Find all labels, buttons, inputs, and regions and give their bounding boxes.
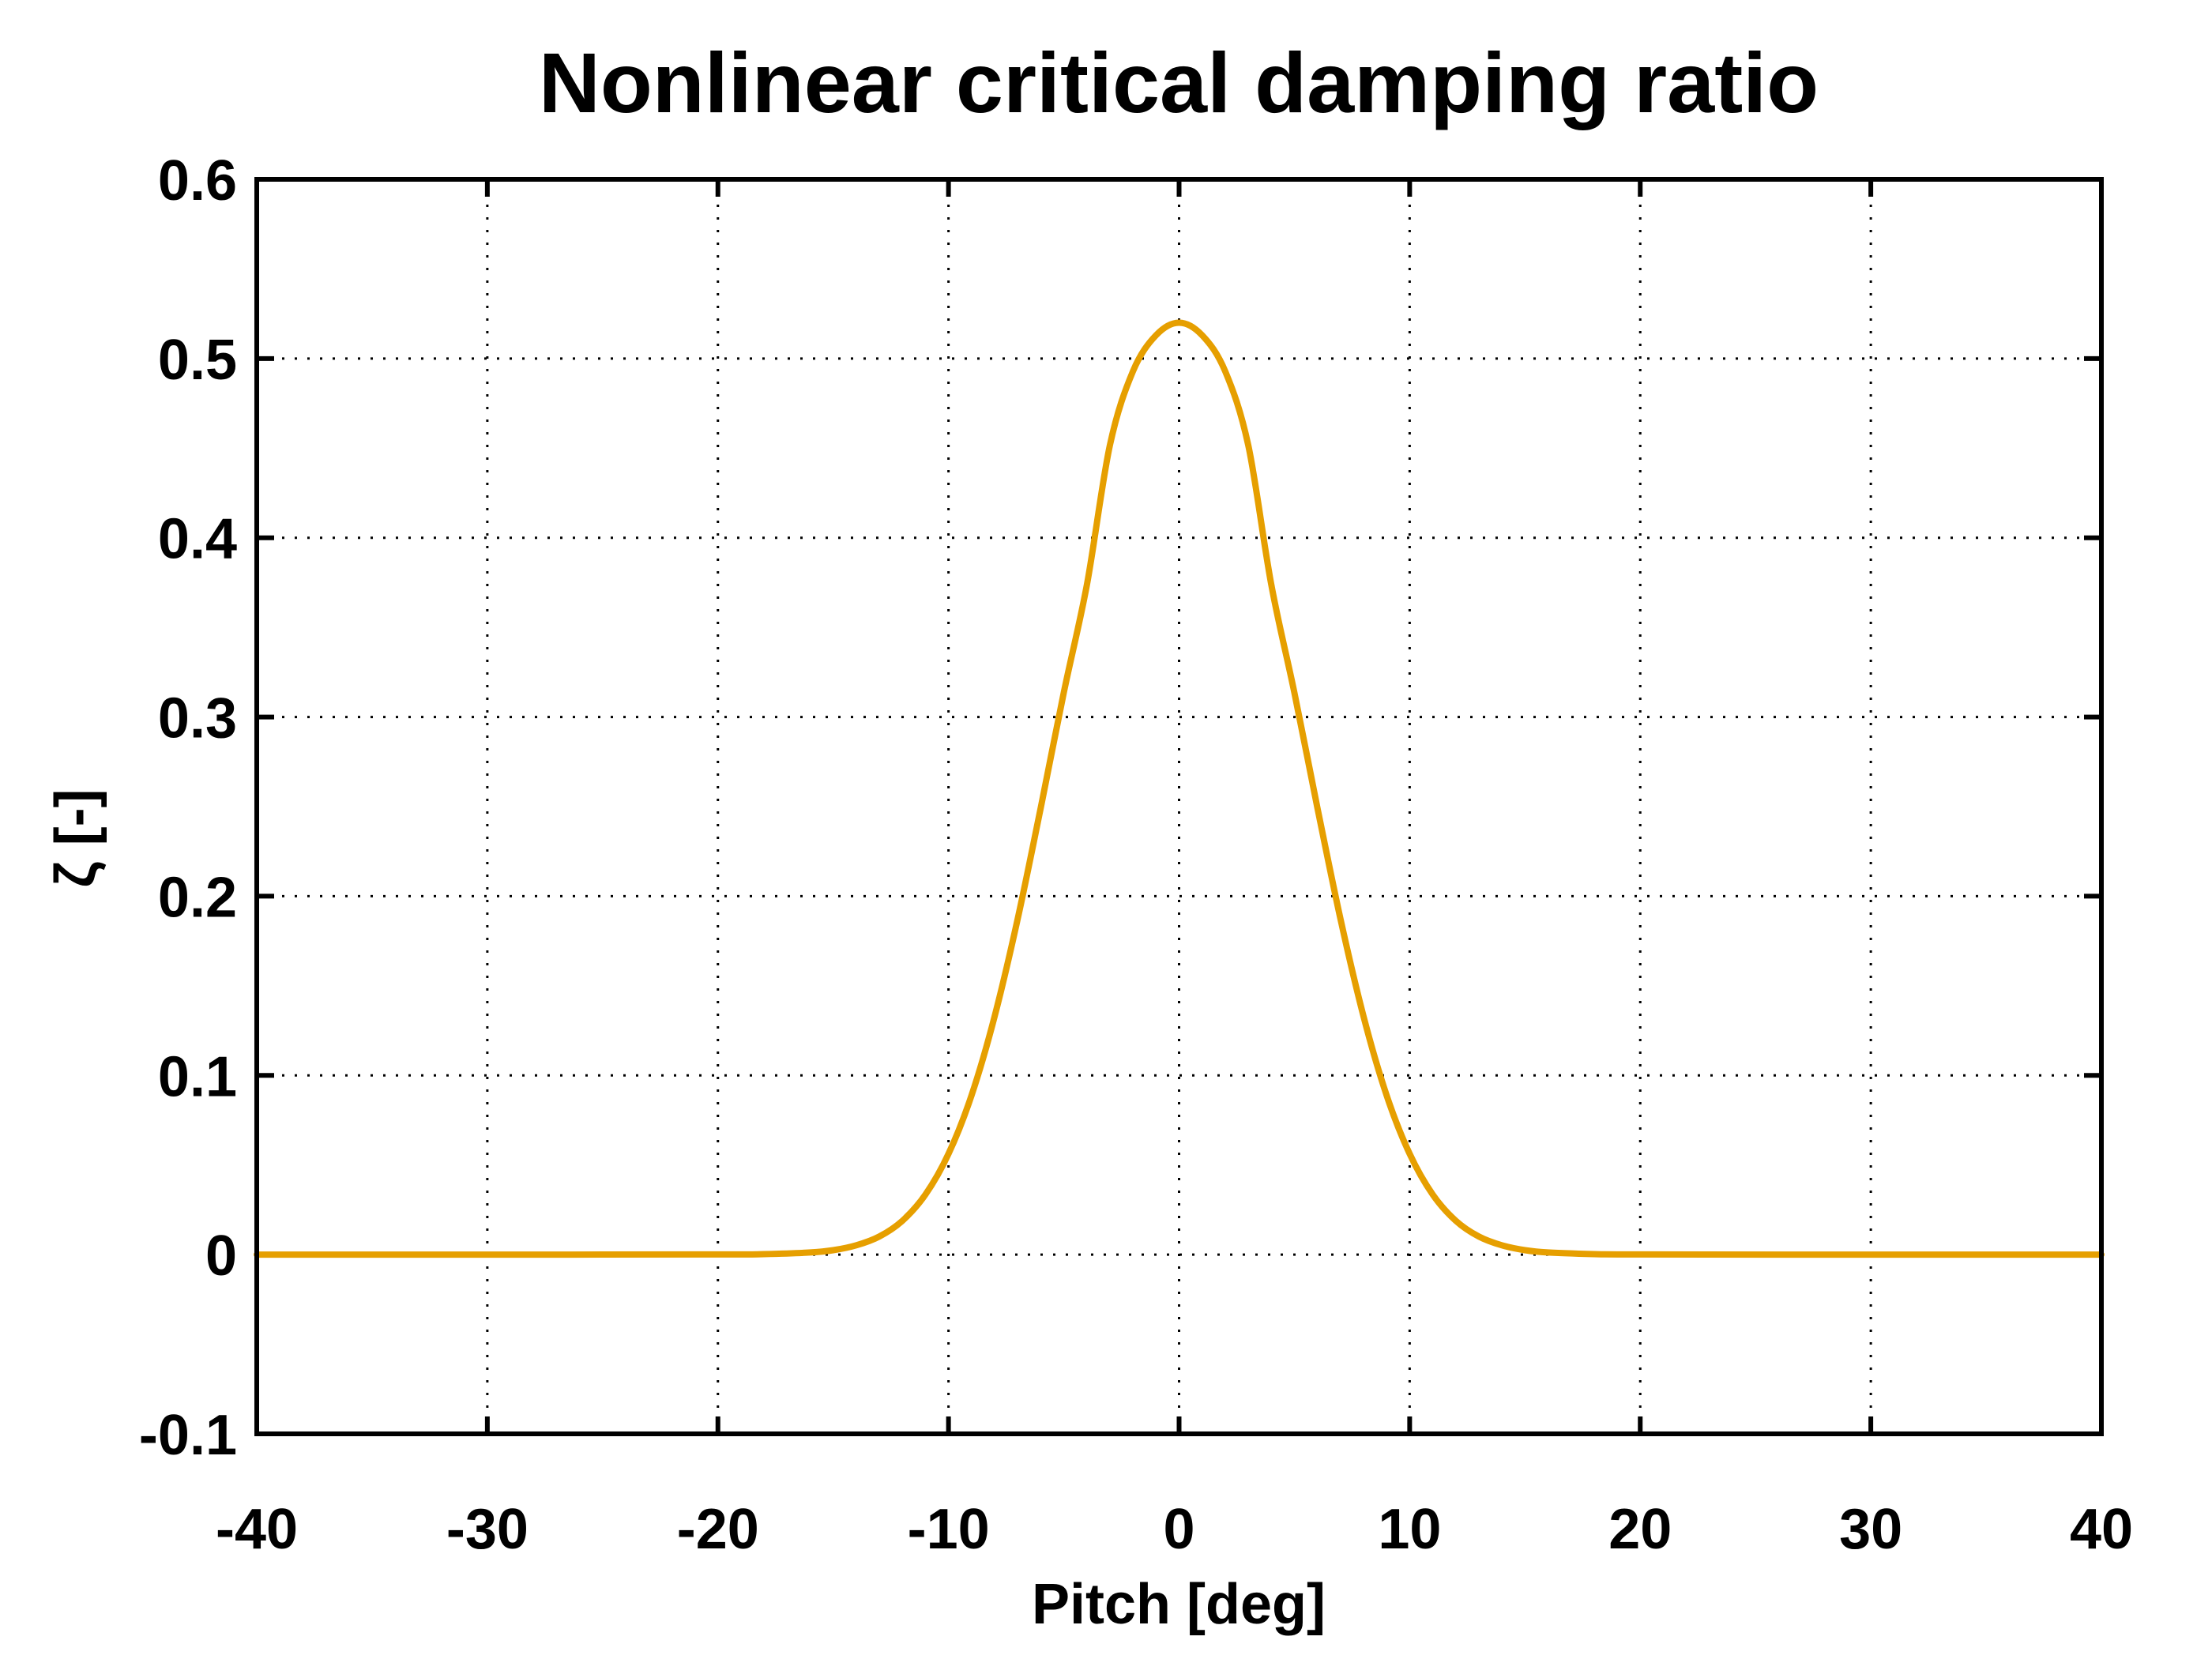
x-tick-label: 10 xyxy=(1378,1498,1441,1561)
series-line-zeta xyxy=(254,319,2105,1258)
grid xyxy=(257,179,2101,1434)
y-tick-label: -0.1 xyxy=(139,1404,237,1467)
y-tick-label: 0.2 xyxy=(158,866,237,929)
x-tick-label: 0 xyxy=(1163,1498,1194,1561)
y-tick-label: 0 xyxy=(205,1224,237,1288)
x-tick-label: -30 xyxy=(446,1498,529,1561)
x-axis-label: Pitch [deg] xyxy=(1032,1573,1326,1636)
x-tick-label: -40 xyxy=(216,1498,298,1561)
y-tick-label: 0.6 xyxy=(158,149,237,213)
plot-frame xyxy=(254,177,2104,1436)
x-tick-label: 20 xyxy=(1608,1498,1672,1561)
y-tick-label: 0.1 xyxy=(158,1045,237,1108)
y-tick-label: 0.4 xyxy=(158,508,237,571)
tick-labels: -40 -30 -20 -10 0 10 20 30 40 -0.1 0 0.1 0.2 0.3 0.4 0.… xyxy=(139,149,2133,1561)
y-axis-label: ζ [-] xyxy=(44,788,107,887)
x-tick-label: -20 xyxy=(677,1498,759,1561)
chart-title: Nonlinear critical damping ratio xyxy=(539,35,1819,130)
x-tick-label: 30 xyxy=(1839,1498,1902,1561)
axis-ticks xyxy=(254,177,2104,1436)
y-tick-label: 0.5 xyxy=(158,329,237,392)
series xyxy=(254,319,2105,1258)
x-tick-label: 40 xyxy=(2070,1498,2133,1561)
x-tick-label: -10 xyxy=(908,1498,990,1561)
y-tick-label: 0.3 xyxy=(158,687,237,750)
